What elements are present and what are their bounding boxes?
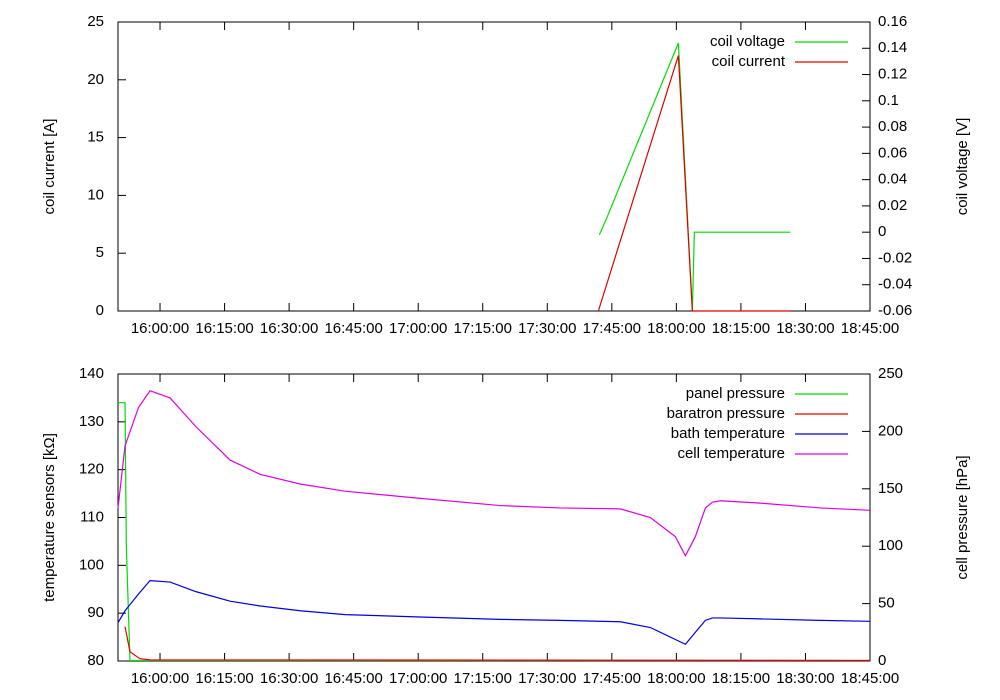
- x-tick-label: 18:15:00: [712, 670, 770, 687]
- x-tick-label: 18:15:00: [712, 320, 770, 337]
- data-line: [124, 626, 871, 662]
- x-tick-label: 16:30:00: [260, 670, 318, 687]
- y2-axis-label: cell pressure [hPa]: [954, 455, 971, 579]
- y2-tick-label: -0.06: [878, 302, 912, 319]
- x-tick-label: 18:45:00: [841, 670, 899, 687]
- y-tick-label: 90: [87, 604, 104, 621]
- x-tick-label: 16:15:00: [195, 670, 253, 687]
- x-tick-label: 17:00:00: [389, 320, 447, 337]
- y-tick-label: 80: [87, 652, 104, 669]
- y-axis-label: temperature sensors [kΩ]: [41, 433, 58, 602]
- legend-label: cell temperature: [677, 445, 785, 462]
- y2-tick-label: 0.14: [878, 39, 907, 56]
- legend-label: coil voltage: [710, 33, 785, 50]
- y-tick-label: 10: [87, 186, 104, 203]
- y2-tick-label: 200: [878, 422, 903, 439]
- x-tick-label: 16:00:00: [131, 670, 189, 687]
- legend-label: coil current: [712, 53, 786, 70]
- y-tick-label: 140: [79, 365, 104, 382]
- data-line: [598, 42, 791, 312]
- x-tick-label: 17:30:00: [518, 320, 576, 337]
- y2-tick-label: 0.08: [878, 118, 907, 135]
- x-tick-label: 17:30:00: [518, 670, 576, 687]
- x-tick-label: 16:30:00: [260, 320, 318, 337]
- legend-label: baratron pressure: [667, 405, 785, 422]
- y2-axis-label: coil voltage [V]: [954, 118, 971, 216]
- y-tick-label: 130: [79, 413, 104, 430]
- y-tick-label: 25: [87, 13, 104, 30]
- plot-frame: [117, 21, 871, 312]
- x-tick-label: 18:00:00: [647, 320, 705, 337]
- y2-tick-label: 0.16: [878, 13, 907, 30]
- data-line: [597, 55, 791, 312]
- y2-tick-label: 0.06: [878, 144, 907, 161]
- y2-tick-label: 50: [878, 595, 895, 612]
- y2-tick-label: 150: [878, 480, 903, 497]
- x-tick-label: 18:30:00: [776, 320, 834, 337]
- y2-tick-label: 0.12: [878, 66, 907, 83]
- x-tick-label: 16:00:00: [131, 320, 189, 337]
- x-tick-label: 16:15:00: [195, 320, 253, 337]
- x-tick-label: 16:45:00: [324, 670, 382, 687]
- x-tick-label: 17:15:00: [454, 320, 512, 337]
- y-tick-label: 110: [80, 508, 104, 525]
- y2-tick-label: 100: [878, 537, 903, 554]
- y2-tick-label: 0: [878, 223, 886, 240]
- x-tick-label: 18:30:00: [776, 670, 834, 687]
- y-tick-label: 0: [96, 302, 104, 319]
- x-tick-label: 17:00:00: [389, 670, 447, 687]
- y-tick-label: 100: [79, 556, 104, 573]
- y2-tick-label: 0.02: [878, 197, 907, 214]
- y2-tick-label: -0.02: [878, 249, 912, 266]
- y2-tick-label: 250: [878, 365, 903, 382]
- y-tick-label: 20: [87, 71, 104, 88]
- y2-tick-label: 0.1: [878, 92, 899, 109]
- y-tick-label: 5: [96, 244, 104, 261]
- data-line: [117, 390, 871, 558]
- x-tick-label: 17:45:00: [583, 670, 641, 687]
- y-tick-label: 15: [87, 129, 104, 146]
- legend-label: bath temperature: [671, 425, 785, 442]
- y2-tick-label: 0.04: [878, 171, 907, 188]
- y2-tick-label: 0: [878, 652, 886, 669]
- data-line: [117, 580, 871, 646]
- x-tick-label: 17:45:00: [583, 320, 641, 337]
- x-tick-label: 18:45:00: [841, 320, 899, 337]
- y-axis-label: coil current [A]: [41, 119, 58, 215]
- x-tick-label: 16:45:00: [324, 320, 382, 337]
- x-tick-label: 17:15:00: [454, 670, 512, 687]
- y-tick-label: 120: [79, 461, 104, 478]
- x-tick-label: 18:00:00: [647, 670, 705, 687]
- legend-label: panel pressure: [686, 385, 785, 402]
- y2-tick-label: -0.04: [878, 276, 912, 293]
